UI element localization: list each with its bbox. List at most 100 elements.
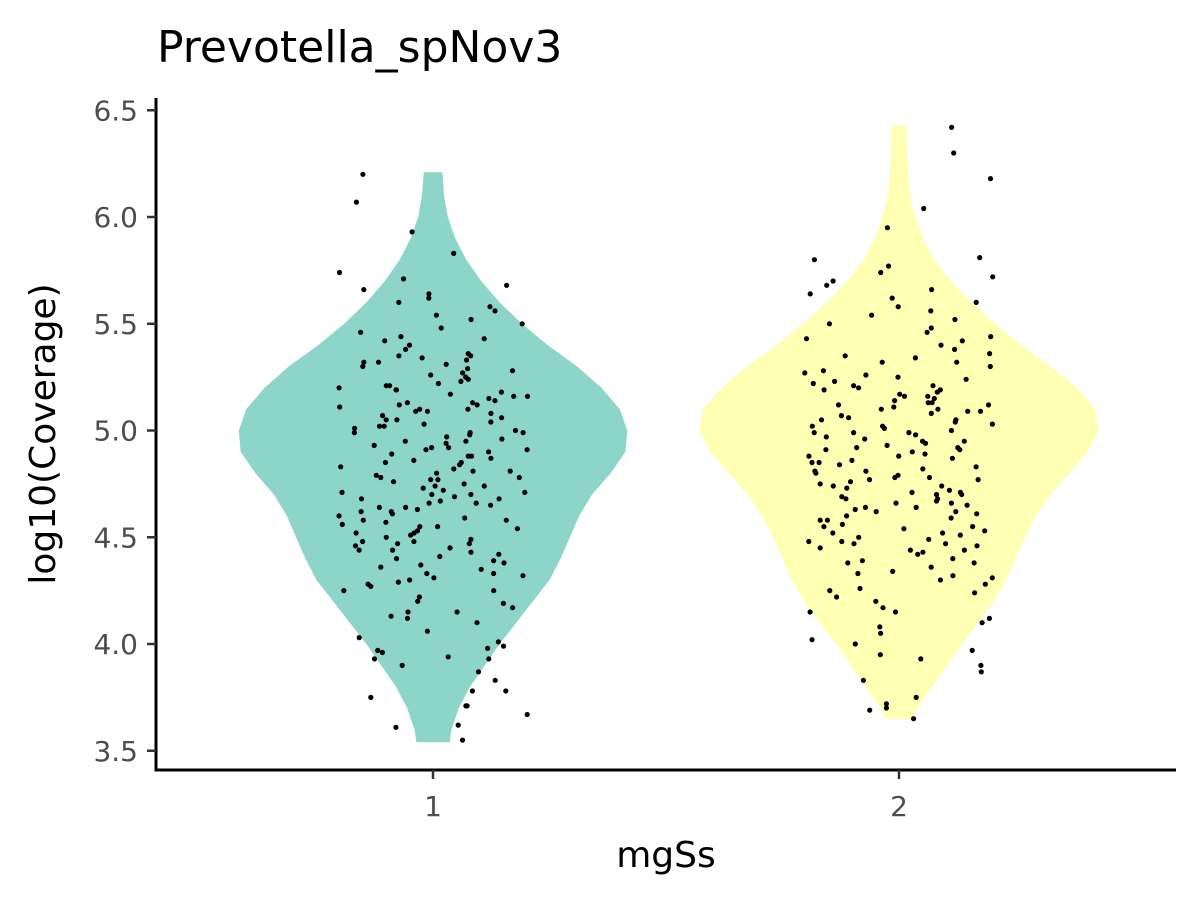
data-point [434, 470, 440, 476]
data-point [393, 556, 400, 562]
data-point [406, 342, 413, 348]
data-point [918, 656, 924, 662]
data-point [447, 391, 453, 397]
data-point [339, 489, 345, 495]
data-point [478, 566, 484, 572]
data-point [451, 466, 457, 472]
data-point [895, 374, 901, 380]
violin-2 [699, 125, 1099, 719]
data-point [809, 637, 815, 643]
data-point [416, 594, 422, 600]
data-point [857, 585, 863, 592]
data-point [491, 570, 497, 577]
data-point [467, 430, 473, 436]
data-point [938, 342, 944, 348]
data-point [390, 547, 396, 553]
data-point [486, 395, 492, 402]
data-point [818, 417, 825, 423]
data-point [990, 274, 996, 280]
data-point [873, 509, 879, 515]
data-point [883, 701, 890, 707]
data-point [418, 562, 424, 568]
data-point [423, 447, 429, 453]
data-point [383, 417, 389, 423]
data-point [949, 124, 955, 130]
data-point [896, 453, 902, 459]
data-point [975, 477, 981, 483]
data-point [393, 724, 399, 730]
data-point [920, 549, 926, 555]
data-point [488, 419, 494, 425]
data-point [383, 534, 389, 540]
data-point [437, 498, 443, 504]
data-point [830, 483, 836, 489]
data-point [382, 459, 388, 466]
data-point [337, 404, 343, 410]
data-point [809, 423, 815, 429]
data-point [390, 479, 397, 485]
data-point [465, 406, 471, 412]
data-point [486, 449, 492, 455]
data-point [961, 438, 967, 444]
data-point [500, 600, 506, 607]
data-point [447, 545, 453, 551]
data-point [987, 363, 993, 370]
data-point [395, 579, 401, 585]
data-point [503, 517, 509, 523]
data-point [954, 359, 960, 365]
data-point [365, 581, 371, 587]
data-point [361, 359, 367, 365]
data-point [519, 321, 525, 327]
data-point [488, 502, 494, 508]
data-point [973, 299, 979, 305]
data-point [411, 538, 417, 545]
data-point [380, 413, 386, 419]
data-point [443, 440, 449, 446]
data-point [929, 287, 935, 293]
data-point [867, 707, 873, 713]
data-point [972, 590, 978, 596]
data-point [913, 432, 919, 438]
data-point [912, 355, 919, 361]
data-point [824, 282, 830, 288]
data-point [499, 415, 505, 421]
data-point [827, 588, 833, 594]
data-point [481, 483, 487, 489]
data-point [432, 483, 438, 489]
data-point [935, 496, 941, 502]
data-point [957, 532, 963, 538]
data-point [921, 205, 927, 212]
data-point [812, 468, 818, 474]
data-point [417, 406, 423, 412]
data-point [398, 334, 404, 340]
data-point [445, 654, 451, 660]
data-point [925, 393, 931, 399]
data-point [811, 430, 817, 436]
data-point [931, 395, 937, 402]
data-point [922, 451, 928, 457]
data-point [928, 410, 934, 416]
data-point [446, 445, 452, 451]
data-point [913, 694, 919, 701]
data-point [807, 291, 813, 297]
data-point [338, 464, 344, 470]
data-point [486, 656, 492, 662]
data-point [481, 336, 487, 342]
data-point [866, 477, 873, 483]
data-point [977, 255, 983, 261]
data-point [974, 543, 980, 549]
data-point [842, 353, 848, 359]
data-point [851, 541, 857, 547]
data-point [988, 334, 994, 340]
data-point [498, 389, 504, 395]
data-point [946, 487, 953, 493]
data-point [474, 620, 480, 626]
data-point [953, 509, 959, 515]
data-point [524, 447, 530, 453]
data-point [514, 526, 521, 532]
data-point [830, 278, 836, 284]
data-point [444, 434, 450, 440]
data-point [846, 415, 852, 421]
data-point [803, 336, 810, 342]
chart-title: Prevotella_spNov3 [157, 22, 562, 73]
